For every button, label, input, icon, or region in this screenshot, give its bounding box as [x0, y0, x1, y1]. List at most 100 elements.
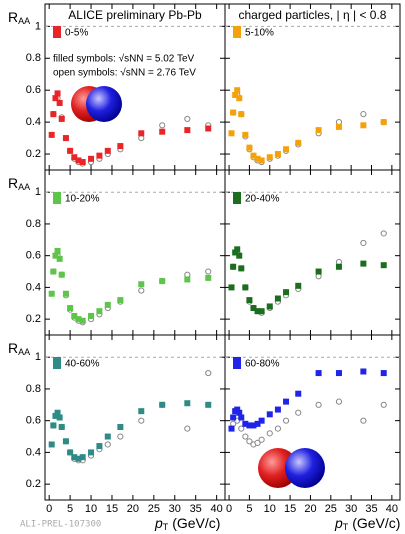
x-tick-label: 25	[325, 503, 337, 515]
filled-marker	[228, 425, 235, 432]
nuclei-bottom	[258, 448, 325, 488]
filled-marker	[228, 130, 235, 137]
x-axis-label-unit: (GeV/c)	[172, 515, 220, 531]
filled-marker	[96, 308, 103, 315]
filled-marker	[295, 139, 302, 146]
filled-marker	[230, 263, 237, 270]
filled-marker	[315, 268, 322, 275]
y-axis-label: RAA	[8, 340, 30, 358]
filled-marker	[56, 255, 63, 262]
filled-marker	[236, 409, 243, 416]
filled-marker	[48, 290, 55, 297]
filled-marker	[238, 111, 245, 118]
filled-marker	[238, 414, 245, 421]
x-tick-label: 35	[365, 503, 377, 515]
legend-label: 5-10%	[245, 28, 274, 39]
annotation: open symbols: √sNN = 2.76 TeV	[53, 67, 196, 79]
filled-marker	[138, 130, 145, 137]
filled-marker	[274, 151, 281, 158]
nucleus	[86, 86, 122, 122]
y-tick-label: 0.4	[26, 446, 41, 458]
open-marker	[360, 417, 367, 424]
filled-marker	[56, 99, 63, 106]
filled-marker	[295, 390, 302, 397]
filled-marker	[62, 290, 69, 297]
x-axis-label-sub: T	[163, 522, 169, 532]
x-tick-label: 20	[304, 503, 316, 515]
filled-marker	[58, 271, 65, 278]
x-tick-label: 35	[190, 503, 202, 515]
filled-marker	[274, 295, 281, 302]
filled-marker	[71, 312, 78, 319]
open-marker	[184, 425, 191, 432]
x-tick-label: 0	[46, 503, 52, 515]
open-marker	[104, 441, 111, 448]
open-marker	[266, 430, 273, 437]
x-tick-label: 0	[226, 503, 232, 515]
legend-label: 40-60%	[65, 359, 100, 370]
filled-marker	[67, 147, 74, 154]
filled-marker	[254, 420, 261, 427]
x-tick-label: 25	[148, 503, 160, 515]
filled-marker	[335, 370, 342, 377]
filled-marker	[50, 422, 57, 429]
x-axis-label: pT (GeV/c)	[334, 515, 400, 533]
filled-marker	[96, 443, 103, 450]
filled-marker	[159, 401, 166, 408]
filled-marker	[315, 370, 322, 377]
y-tick-label: 1	[35, 20, 41, 32]
x-tick-label: 40	[386, 503, 398, 515]
filled-marker	[50, 111, 57, 118]
filled-marker	[58, 115, 65, 122]
open-marker	[380, 401, 387, 408]
filled-marker	[250, 305, 257, 312]
filled-marker	[104, 147, 111, 154]
y-axis-label-main: R	[8, 175, 18, 191]
filled-marker	[104, 433, 111, 440]
filled-marker	[230, 414, 237, 421]
filled-marker	[236, 252, 243, 259]
filled-marker	[184, 127, 191, 134]
filled-marker	[79, 454, 86, 461]
filled-marker	[117, 297, 124, 304]
filled-marker	[159, 128, 166, 135]
legend-label: 60-80%	[245, 359, 280, 370]
open-marker	[360, 111, 367, 118]
y-tick-label: 0.2	[26, 148, 41, 160]
y-tick-label: 1	[35, 186, 41, 198]
x-tick-label: 30	[169, 503, 181, 515]
legend-swatch	[233, 357, 241, 369]
panel-title: charged particles, | η | < 0.8	[239, 8, 387, 22]
y-axis-label-sub: AA	[18, 16, 30, 26]
nucleus	[285, 448, 325, 488]
y-axis-label: RAA	[8, 9, 30, 27]
filled-marker	[236, 95, 243, 102]
filled-marker	[246, 144, 253, 151]
filled-marker	[88, 155, 95, 162]
y-tick-label: 0.4	[26, 281, 41, 293]
open-marker	[315, 401, 322, 408]
filled-marker	[54, 90, 61, 97]
y-tick-label: 0.6	[26, 84, 41, 96]
filled-marker	[335, 123, 342, 130]
open-marker	[282, 417, 290, 424]
filled-marker	[283, 146, 290, 153]
y-tick-label: 0.2	[26, 478, 41, 490]
x-axis-label-main: p	[154, 515, 163, 531]
x-tick-label: 10	[264, 503, 276, 515]
open-marker	[117, 433, 124, 440]
filled-marker	[360, 260, 367, 267]
annotation: filled symbols: √sNN = 5.02 TeV	[53, 53, 195, 65]
filled-marker	[54, 247, 61, 254]
x-tick-label: 20	[127, 503, 139, 515]
filled-marker	[360, 368, 367, 375]
open-marker	[138, 287, 145, 294]
filled-marker	[67, 449, 74, 456]
open-marker	[184, 115, 191, 123]
filled-marker	[205, 274, 212, 281]
filled-marker	[283, 398, 290, 405]
open-marker	[258, 436, 265, 443]
filled-marker	[48, 131, 55, 138]
filled-marker	[258, 417, 265, 424]
